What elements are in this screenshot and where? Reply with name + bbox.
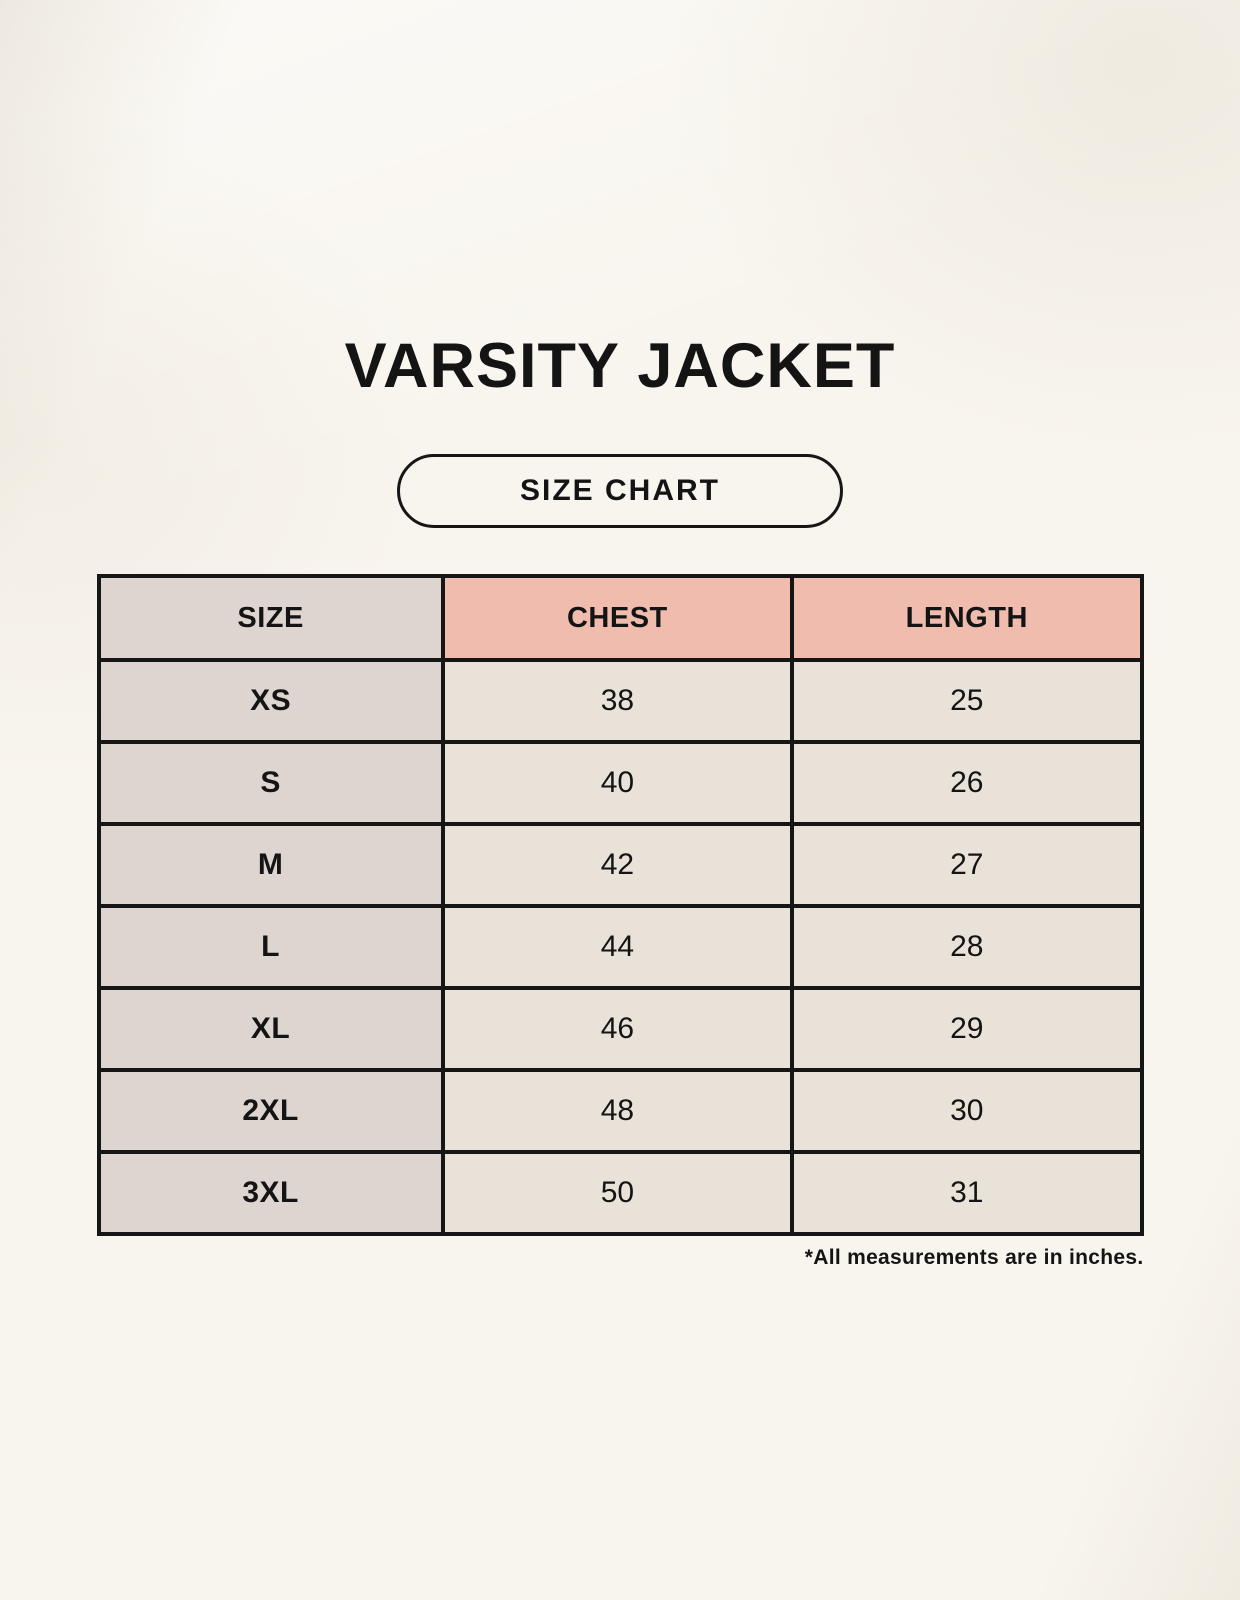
- length-cell: 30: [790, 1068, 1144, 1155]
- table-header-chest: CHEST: [440, 574, 795, 663]
- table-header-size: SIZE: [96, 574, 445, 663]
- size-chart-badge: SIZE CHART: [397, 454, 843, 529]
- length-cell: 27: [790, 822, 1144, 909]
- length-cell: 28: [790, 904, 1144, 991]
- table-row: XL 46 29: [96, 986, 1144, 1073]
- length-cell: 26: [790, 740, 1144, 827]
- table-row: 2XL 48 30: [96, 1068, 1144, 1155]
- size-table: SIZE CHEST LENGTH XS 38 25 S 40 26 M: [96, 574, 1144, 1237]
- chest-cell: 44: [440, 904, 795, 991]
- length-cell: 25: [790, 658, 1144, 745]
- table-row: S 40 26: [96, 740, 1144, 827]
- measurements-footnote: *All measurements are in inches.: [804, 1246, 1144, 1270]
- table-row: M 42 27: [96, 822, 1144, 909]
- chest-cell: 48: [440, 1068, 795, 1155]
- table-row: L 44 28: [96, 904, 1144, 991]
- table-row: 3XL 50 31: [96, 1150, 1144, 1237]
- size-cell: M: [96, 822, 445, 909]
- chest-cell: 50: [440, 1150, 795, 1237]
- size-table-container: SIZE CHEST LENGTH XS 38 25 S 40 26 M: [96, 574, 1144, 1237]
- size-cell: XS: [96, 658, 445, 745]
- chest-cell: 40: [440, 740, 795, 827]
- table-header-length: LENGTH: [790, 574, 1144, 663]
- size-cell: L: [96, 904, 445, 991]
- size-chart-badge-label: SIZE CHART: [520, 474, 720, 508]
- length-cell: 29: [790, 986, 1144, 1073]
- page-title: VARSITY JACKET: [344, 331, 896, 401]
- size-cell: S: [96, 740, 445, 827]
- table-row: XS 38 25: [96, 658, 1144, 745]
- length-cell: 31: [790, 1150, 1144, 1237]
- chest-cell: 42: [440, 822, 795, 909]
- size-cell: 3XL: [96, 1150, 445, 1237]
- chest-cell: 46: [440, 986, 795, 1073]
- chest-cell: 38: [440, 658, 795, 745]
- size-cell: 2XL: [96, 1068, 445, 1155]
- table-header-row: SIZE CHEST LENGTH: [96, 574, 1144, 663]
- size-cell: XL: [96, 986, 445, 1073]
